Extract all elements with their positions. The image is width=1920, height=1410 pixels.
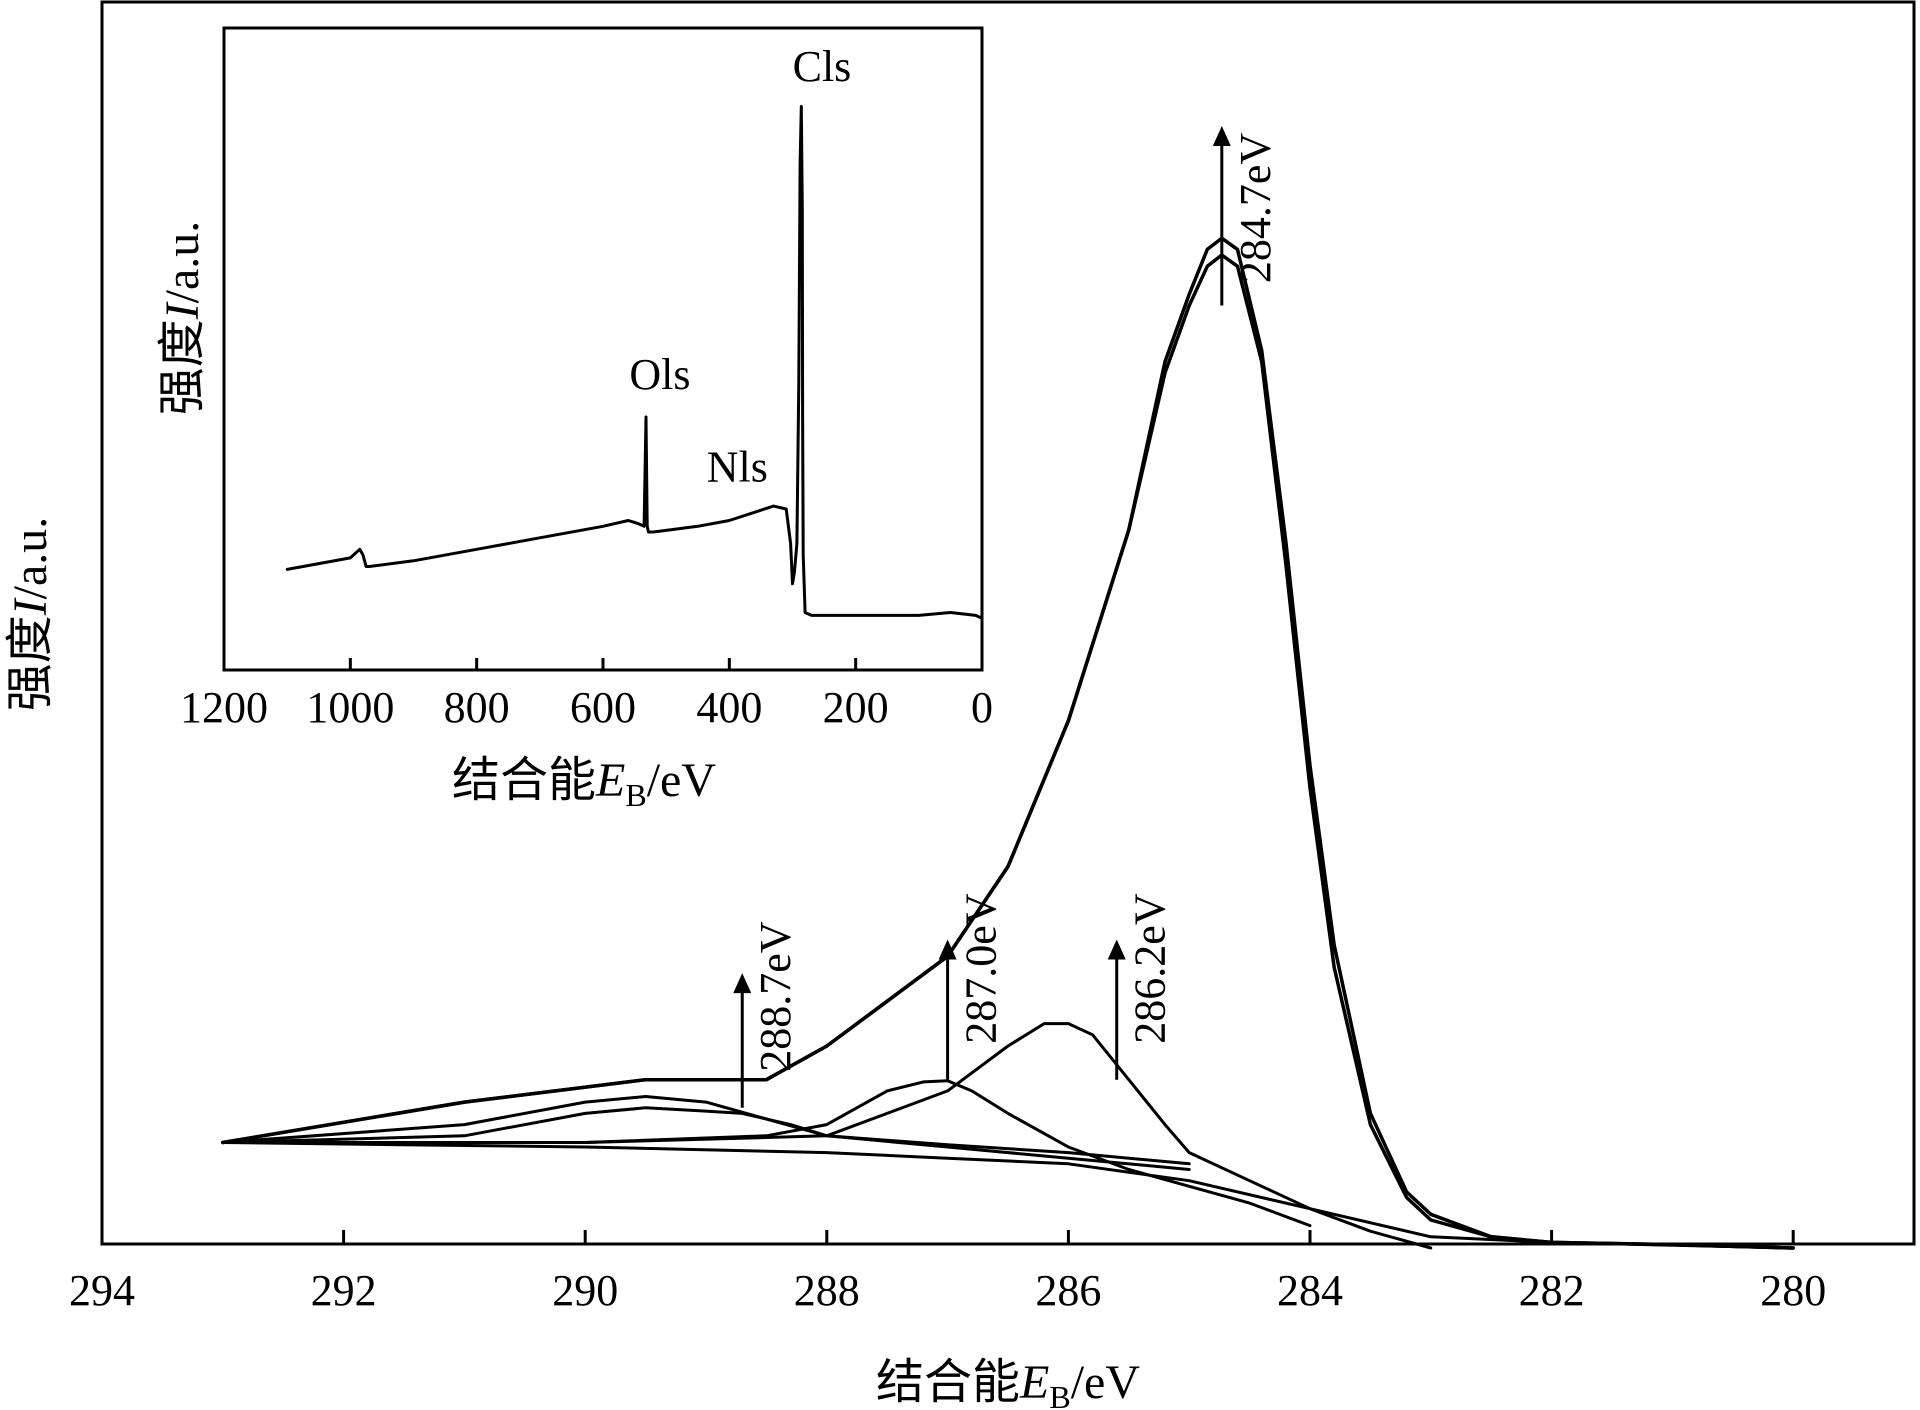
main-series-component-286.2 <box>221 1022 1433 1250</box>
main-series-component-289.5 <box>221 1095 1191 1166</box>
inset-x-tick-label: 400 <box>696 683 762 732</box>
peak-arrow-head <box>1107 939 1126 960</box>
main-series-envelope-fit <box>221 253 1795 1250</box>
main-x-tick-label: 292 <box>311 1266 377 1315</box>
main-x-axis-label: 结合能EB/eV <box>876 1356 1140 1410</box>
main-x-tick-label: 290 <box>552 1266 618 1315</box>
main-x-tick-label: 288 <box>794 1266 860 1315</box>
main-series-group <box>221 236 1795 1250</box>
inset-x-tick-label: 1200 <box>180 683 268 732</box>
peak-label: 287.0eV <box>957 893 1006 1044</box>
main-y-axis-label: 强度I/a.u. <box>4 517 57 712</box>
inset-x-tick-label: 200 <box>823 683 889 732</box>
peak-arrow-head <box>1212 126 1231 146</box>
main-x-tick-label: 280 <box>1760 1266 1826 1315</box>
main-x-ticks: 294 292 290 288 286 284 282 280 <box>69 1230 1826 1315</box>
main-series-baseline <box>221 1141 1795 1250</box>
inset-peak-label: Ols <box>629 350 690 399</box>
main-annotations: 284.7eV 287.0eV 286.2eV 288.7eV <box>733 126 1280 1108</box>
peak-arrow-head <box>733 973 752 994</box>
inset-x-tick-label: 600 <box>570 683 636 732</box>
inset-x-tick-label: 0 <box>971 683 993 732</box>
inset-series-survey <box>285 105 984 620</box>
peak-label: 284.7eV <box>1231 133 1280 284</box>
inset-annotations: Cls Ols Nls <box>629 42 851 492</box>
inset-peak-label: Nls <box>707 443 768 492</box>
inset-x-ticks: 1200 1000 800 600 400 200 0 <box>180 658 993 732</box>
inset-y-axis-label: 强度I/a.u. <box>156 221 209 416</box>
main-x-tick-label: 286 <box>1035 1266 1101 1315</box>
inset-series-group <box>285 105 984 620</box>
peak-label: 288.7eV <box>751 921 800 1072</box>
main-x-tick-label: 294 <box>69 1266 135 1315</box>
main-x-tick-label: 282 <box>1519 1266 1585 1315</box>
inset-plot: 1200 1000 800 600 400 200 0 Cls Ols Nls 结合能EB/eV… <box>156 26 993 813</box>
inset-peak-label: Cls <box>793 42 852 91</box>
peak-arrow-head <box>938 939 957 960</box>
main-x-tick-label: 284 <box>1277 1266 1343 1315</box>
peak-label: 286.2eV <box>1126 893 1175 1044</box>
inset-x-tick-label: 800 <box>444 683 510 732</box>
inset-x-tick-label: 1000 <box>306 683 394 732</box>
main-plot-frame <box>100 0 1916 1246</box>
inset-x-axis-label: 结合能EB/eV <box>452 754 716 813</box>
main-series-component-287 <box>221 1079 1312 1228</box>
